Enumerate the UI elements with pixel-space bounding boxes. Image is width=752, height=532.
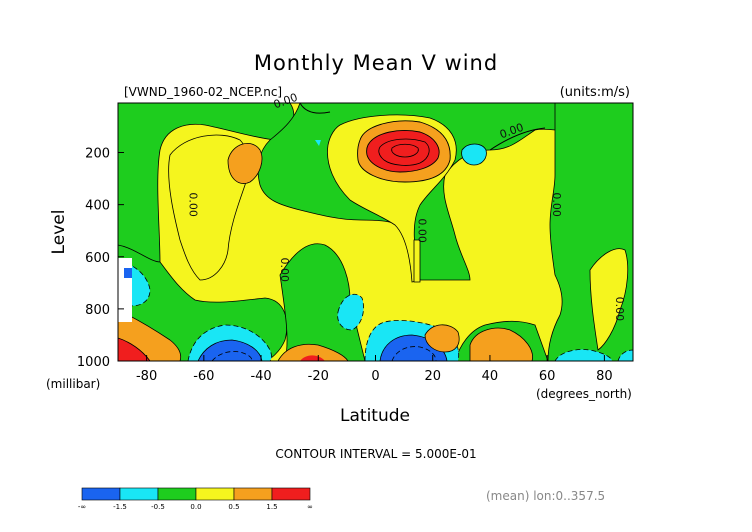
colorbar-level-label: 1.5 bbox=[266, 503, 277, 511]
missing-data-patch bbox=[118, 258, 132, 322]
contour-label: 0.00 bbox=[415, 218, 428, 243]
colorbar-level-label: 0.0 bbox=[190, 503, 201, 511]
field-orange-lower-right2 bbox=[424, 324, 460, 353]
x-tick-label: 80 bbox=[596, 369, 613, 384]
contour-blue-lower-west-inner bbox=[211, 351, 253, 361]
contour-label: 0.00 bbox=[613, 297, 626, 322]
field-red-center bbox=[366, 130, 440, 173]
field-orange-lower-right bbox=[469, 327, 533, 361]
contour-inner-2 bbox=[391, 143, 419, 158]
field-cyan-tiny bbox=[315, 140, 321, 146]
field-yellow-east-inner bbox=[589, 248, 629, 351]
x-tick-label: -80 bbox=[136, 369, 157, 384]
x-axis-label: Latitude bbox=[340, 406, 410, 426]
y-tick-label: 1000 bbox=[77, 355, 110, 370]
contour-label: 0.00 bbox=[278, 258, 291, 283]
contour-label: 0.00 bbox=[187, 192, 200, 217]
field-orange-west bbox=[227, 143, 263, 184]
contour-fields bbox=[118, 103, 633, 361]
averaging-note: (mean) lon:0..357.5 bbox=[486, 489, 605, 503]
x-tick-label: -40 bbox=[250, 369, 271, 384]
zero-contour-b bbox=[489, 127, 546, 151]
contour-interval-label: CONTOUR INTERVAL = 5.000E-01 bbox=[275, 447, 476, 461]
y-axis-units: (millibar) bbox=[46, 377, 100, 391]
x-tick-label: 40 bbox=[482, 369, 499, 384]
colorbar-swatch bbox=[271, 487, 311, 501]
colorbar-swatch bbox=[195, 487, 235, 501]
y-tick-label: 200 bbox=[85, 147, 110, 162]
colorbar-level-label: -∞ bbox=[78, 503, 86, 511]
colorbar-swatch bbox=[157, 487, 197, 501]
colorbar-swatch bbox=[81, 487, 121, 501]
x-axis-ticks: -80 -60 -40 -20 0 20 40 60 80 bbox=[136, 355, 613, 384]
colorbar-swatch bbox=[119, 487, 159, 501]
chart-title: Monthly Mean V wind bbox=[254, 51, 498, 75]
field-cyan-top bbox=[461, 143, 487, 166]
field-red-lower-left bbox=[118, 337, 151, 361]
field-yellow-ridge bbox=[413, 239, 421, 283]
x-tick-label: 60 bbox=[539, 369, 556, 384]
colorbar-level-label: -0.5 bbox=[151, 503, 165, 511]
colorbar: -∞ -1.5 -0.5 0.0 0.5 1.5 ∞ bbox=[78, 487, 313, 511]
colorbar-swatch bbox=[233, 487, 273, 501]
units-label: (units:m/s) bbox=[560, 85, 630, 100]
colorbar-level-label: -1.5 bbox=[113, 503, 127, 511]
y-axis-label: Level bbox=[49, 210, 69, 255]
colorbar-level-label: 0.5 bbox=[228, 503, 239, 511]
field-blue-lower-west bbox=[197, 339, 263, 361]
field-green-east bbox=[547, 103, 633, 361]
contour-blue-lower-inner bbox=[391, 346, 437, 361]
y-tick-label: 400 bbox=[85, 199, 110, 214]
zero-contour-a bbox=[299, 103, 331, 114]
x-axis-units: (degrees_north) bbox=[536, 387, 632, 401]
field-cyan-lower-right bbox=[554, 349, 613, 361]
x-tick-label: -20 bbox=[308, 369, 329, 384]
field-blue-left bbox=[124, 268, 132, 278]
field-cyan-lower-right2 bbox=[617, 349, 633, 361]
contour-label: 0.00 bbox=[550, 192, 563, 217]
field-orange-lower-mid bbox=[277, 343, 349, 361]
contour-labels: 0.000.000.000.000.000.000.00 bbox=[187, 91, 626, 321]
x-tick-label: -60 bbox=[193, 369, 214, 384]
contour-inner-1 bbox=[378, 138, 430, 166]
x-tick-label: 20 bbox=[424, 369, 441, 384]
field-cyan-lower-center2 bbox=[337, 294, 364, 331]
y-tick-label: 600 bbox=[85, 251, 110, 266]
y-tick-label: 800 bbox=[85, 303, 110, 318]
x-tick-label: 0 bbox=[371, 369, 379, 384]
dataset-label: [VWND_1960-02_NCEP.nc] bbox=[124, 85, 282, 99]
y-axis-ticks: 200 400 600 800 1000 bbox=[77, 147, 124, 370]
colorbar-level-label: ∞ bbox=[307, 503, 313, 511]
field-yellow-top-west bbox=[168, 134, 249, 281]
